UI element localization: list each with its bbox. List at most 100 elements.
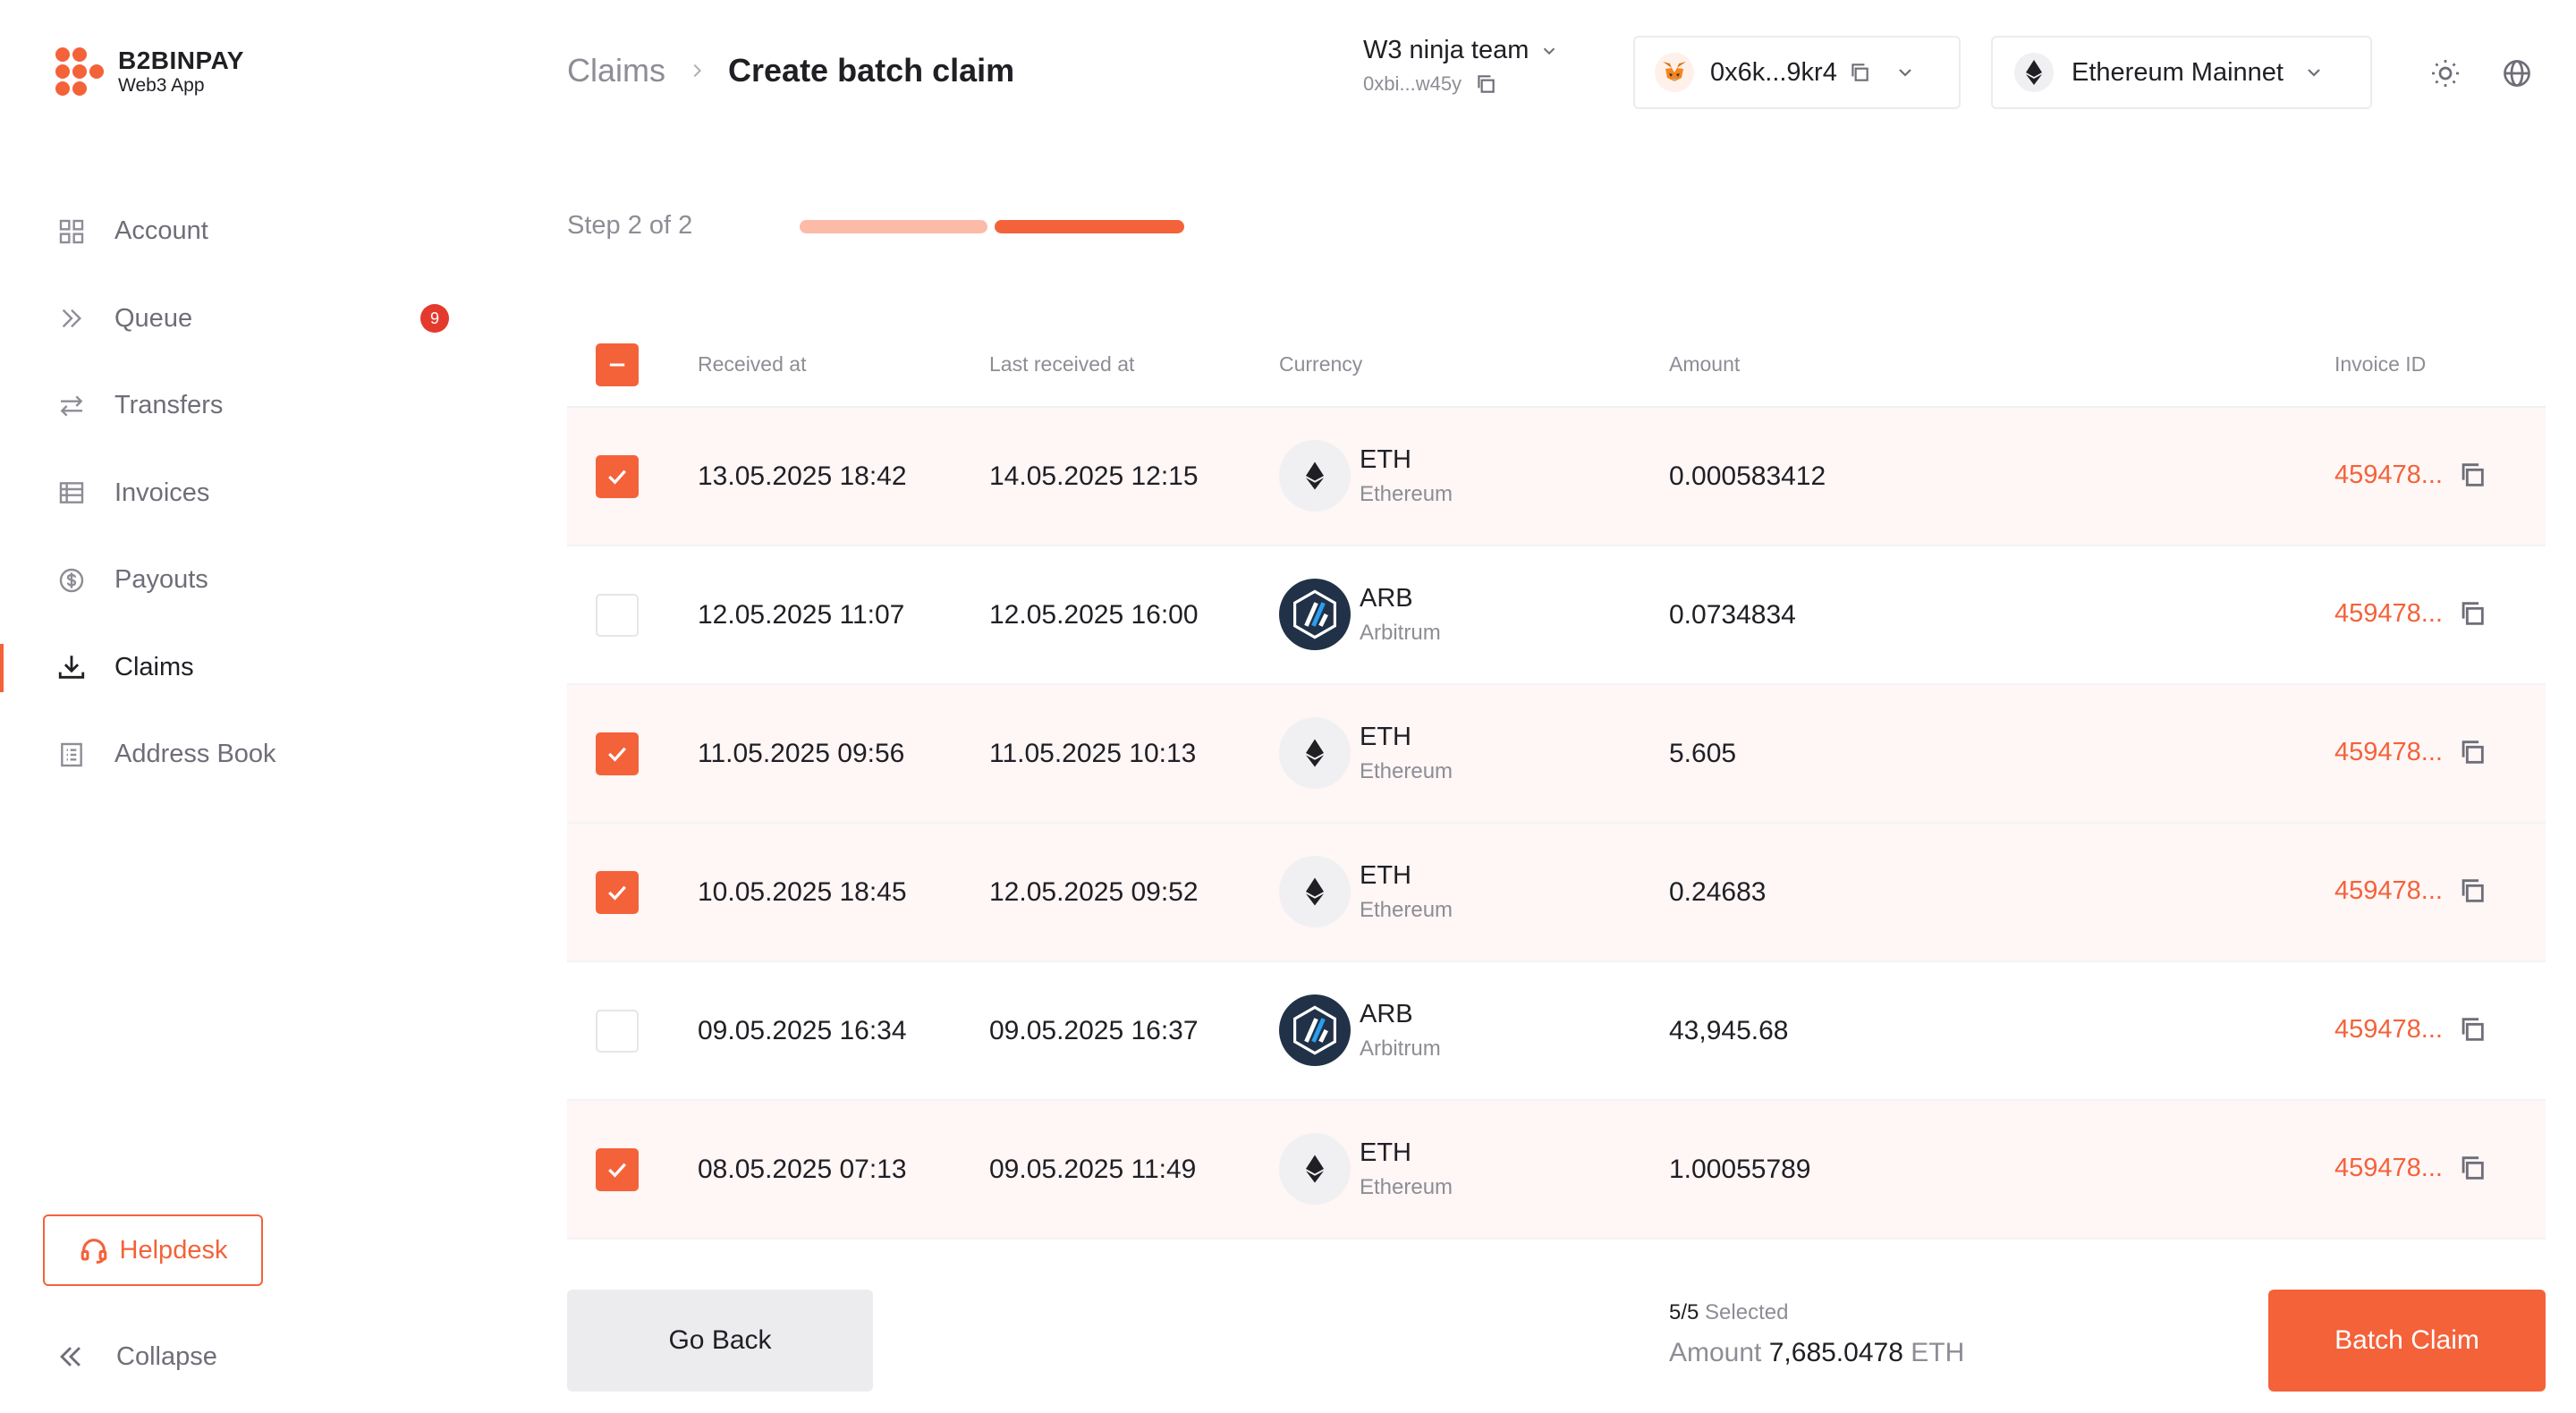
page-title: Create batch claim — [728, 52, 1015, 89]
invoice-id-link[interactable]: 459478... — [2334, 876, 2443, 905]
table-row[interactable]: 13.05.2025 18:42 14.05.2025 12:15 ETH Et… — [567, 408, 2546, 546]
row-checkbox[interactable] — [596, 1010, 639, 1053]
currency-cell: ETH Ethereum — [1279, 856, 1453, 927]
team-name: W3 ninja team — [1363, 36, 1530, 64]
currency-network: Arbitrum — [1360, 620, 1441, 645]
table-row[interactable]: 09.05.2025 16:34 09.05.2025 16:37 ARB Ar… — [567, 962, 2546, 1101]
sidebar-item-label: Invoices — [114, 478, 210, 507]
column-last-received-at[interactable]: Last received at — [989, 351, 1135, 376]
list-icon — [55, 477, 88, 509]
brand-name: B2BINPAY — [118, 47, 244, 74]
copy-icon[interactable] — [2457, 1153, 2487, 1183]
received-at: 13.05.2025 18:42 — [698, 461, 907, 491]
double-chevron-right-icon — [55, 302, 88, 334]
amount: 43,945.68 — [1669, 1016, 1789, 1045]
last-received-at: 12.05.2025 09:52 — [989, 877, 1199, 907]
table-row[interactable]: 11.05.2025 09:56 11.05.2025 10:13 ETH Et… — [567, 685, 2546, 824]
copy-icon[interactable] — [2457, 460, 2487, 490]
sidebar-item-label: Transfers — [114, 391, 224, 420]
ethereum-icon — [2014, 53, 2054, 92]
sidebar-item-queue[interactable]: Queue 9 — [0, 275, 501, 363]
batch-claim-button[interactable]: Batch Claim — [2268, 1290, 2546, 1392]
copy-icon[interactable] — [2457, 876, 2487, 906]
last-received-at: 11.05.2025 10:13 — [989, 739, 1197, 768]
grid-icon — [55, 216, 88, 248]
currency-network: Ethereum — [1360, 897, 1453, 922]
column-currency[interactable]: Currency — [1279, 351, 1363, 376]
row-checkbox[interactable] — [596, 594, 639, 637]
helpdesk-button[interactable]: Helpdesk — [43, 1214, 263, 1286]
amount-total: 7,685.0478 — [1768, 1338, 1903, 1367]
last-received-at: 12.05.2025 16:00 — [989, 600, 1199, 630]
amount-unit: ETH — [1911, 1338, 1965, 1367]
currency-code: ETH — [1360, 860, 1411, 890]
table-row[interactable]: 12.05.2025 11:07 12.05.2025 16:00 ARB Ar… — [567, 546, 2546, 685]
arrows-swap-icon — [55, 390, 88, 422]
invoice-id-link[interactable]: 459478... — [2334, 1153, 2443, 1182]
currency-network: Arbitrum — [1360, 1036, 1441, 1061]
sidebar-item-account[interactable]: Account — [0, 188, 501, 275]
currency-network: Ethereum — [1360, 758, 1453, 783]
column-received-at[interactable]: Received at — [698, 351, 807, 376]
currency-cell: ETH Ethereum — [1279, 1133, 1453, 1205]
sidebar-nav: Account Queue 9 Transfers Invoices Pay — [0, 188, 501, 799]
sidebar-item-payouts[interactable]: Payouts — [0, 537, 501, 624]
invoice-id-link[interactable]: 459478... — [2334, 460, 2443, 489]
breadcrumb-claims-link[interactable]: Claims — [567, 52, 666, 89]
team-selector[interactable]: W3 ninja team 0xbi...w45y — [1363, 36, 1559, 96]
row-checkbox[interactable] — [596, 455, 639, 498]
chevron-down-icon — [1539, 41, 1559, 61]
selected-label: Selected — [1705, 1300, 1789, 1324]
sun-icon — [2429, 57, 2462, 89]
chevron-right-icon — [687, 61, 707, 80]
collapse-button[interactable]: Collapse — [55, 1341, 217, 1372]
last-received-at: 14.05.2025 12:15 — [989, 461, 1199, 491]
column-amount[interactable]: Amount — [1669, 351, 1741, 376]
theme-toggle-button[interactable] — [2428, 55, 2463, 91]
copy-icon[interactable] — [1848, 61, 1871, 84]
invoice-cell: 459478... — [2334, 737, 2487, 767]
invoice-id-link[interactable]: 459478... — [2334, 1014, 2443, 1044]
language-button[interactable] — [2499, 55, 2535, 91]
queue-count-badge: 9 — [420, 304, 449, 334]
currency-cell: ARB Arbitrum — [1279, 579, 1441, 650]
select-all-checkbox[interactable] — [596, 343, 639, 386]
wallet-selector[interactable]: 0x6k...9kr4 — [1633, 36, 1961, 109]
received-at: 10.05.2025 18:45 — [698, 877, 907, 907]
received-at: 08.05.2025 07:13 — [698, 1155, 907, 1184]
copy-icon[interactable] — [2457, 1014, 2487, 1045]
currency-code: ETH — [1360, 1138, 1411, 1167]
copy-icon[interactable] — [2457, 737, 2487, 767]
sidebar-item-label: Claims — [114, 652, 194, 681]
table-row[interactable]: 08.05.2025 07:13 09.05.2025 11:49 ETH Et… — [567, 1101, 2546, 1240]
metamask-fox-icon — [1655, 53, 1694, 92]
sidebar-item-claims[interactable]: Claims — [0, 624, 501, 712]
progress-step-1 — [800, 220, 987, 233]
arbitrum-icon — [1279, 579, 1351, 650]
table-row[interactable]: 10.05.2025 18:45 12.05.2025 09:52 ETH Et… — [567, 824, 2546, 962]
progress-step-2 — [995, 220, 1184, 233]
received-at: 09.05.2025 16:34 — [698, 1016, 907, 1045]
chevron-down-icon — [2303, 62, 2325, 83]
row-checkbox[interactable] — [596, 1148, 639, 1191]
sidebar-item-address-book[interactable]: Address Book — [0, 711, 501, 799]
copy-icon[interactable] — [2457, 598, 2487, 629]
go-back-button[interactable]: Go Back — [567, 1290, 873, 1392]
logo[interactable]: B2BINPAY Web3 App — [55, 47, 244, 97]
row-checkbox[interactable] — [596, 732, 639, 775]
collapse-label: Collapse — [116, 1341, 217, 1371]
sidebar-item-transfers[interactable]: Transfers — [0, 362, 501, 450]
row-checkbox[interactable] — [596, 871, 639, 914]
sidebar-item-label: Account — [114, 216, 208, 246]
amount: 0.24683 — [1669, 877, 1767, 907]
network-selector[interactable]: Ethereum Mainnet — [1991, 36, 2372, 109]
invoice-id-link[interactable]: 459478... — [2334, 737, 2443, 766]
invoice-id-link[interactable]: 459478... — [2334, 598, 2443, 628]
globe-icon — [2501, 57, 2533, 89]
amount: 5.605 — [1669, 739, 1737, 768]
column-invoice-id[interactable]: Invoice ID — [2334, 351, 2427, 376]
invoice-cell: 459478... — [2334, 1153, 2487, 1183]
chevron-down-icon — [1894, 62, 1916, 83]
sidebar-item-invoices[interactable]: Invoices — [0, 450, 501, 537]
copy-icon[interactable] — [1474, 72, 1497, 96]
